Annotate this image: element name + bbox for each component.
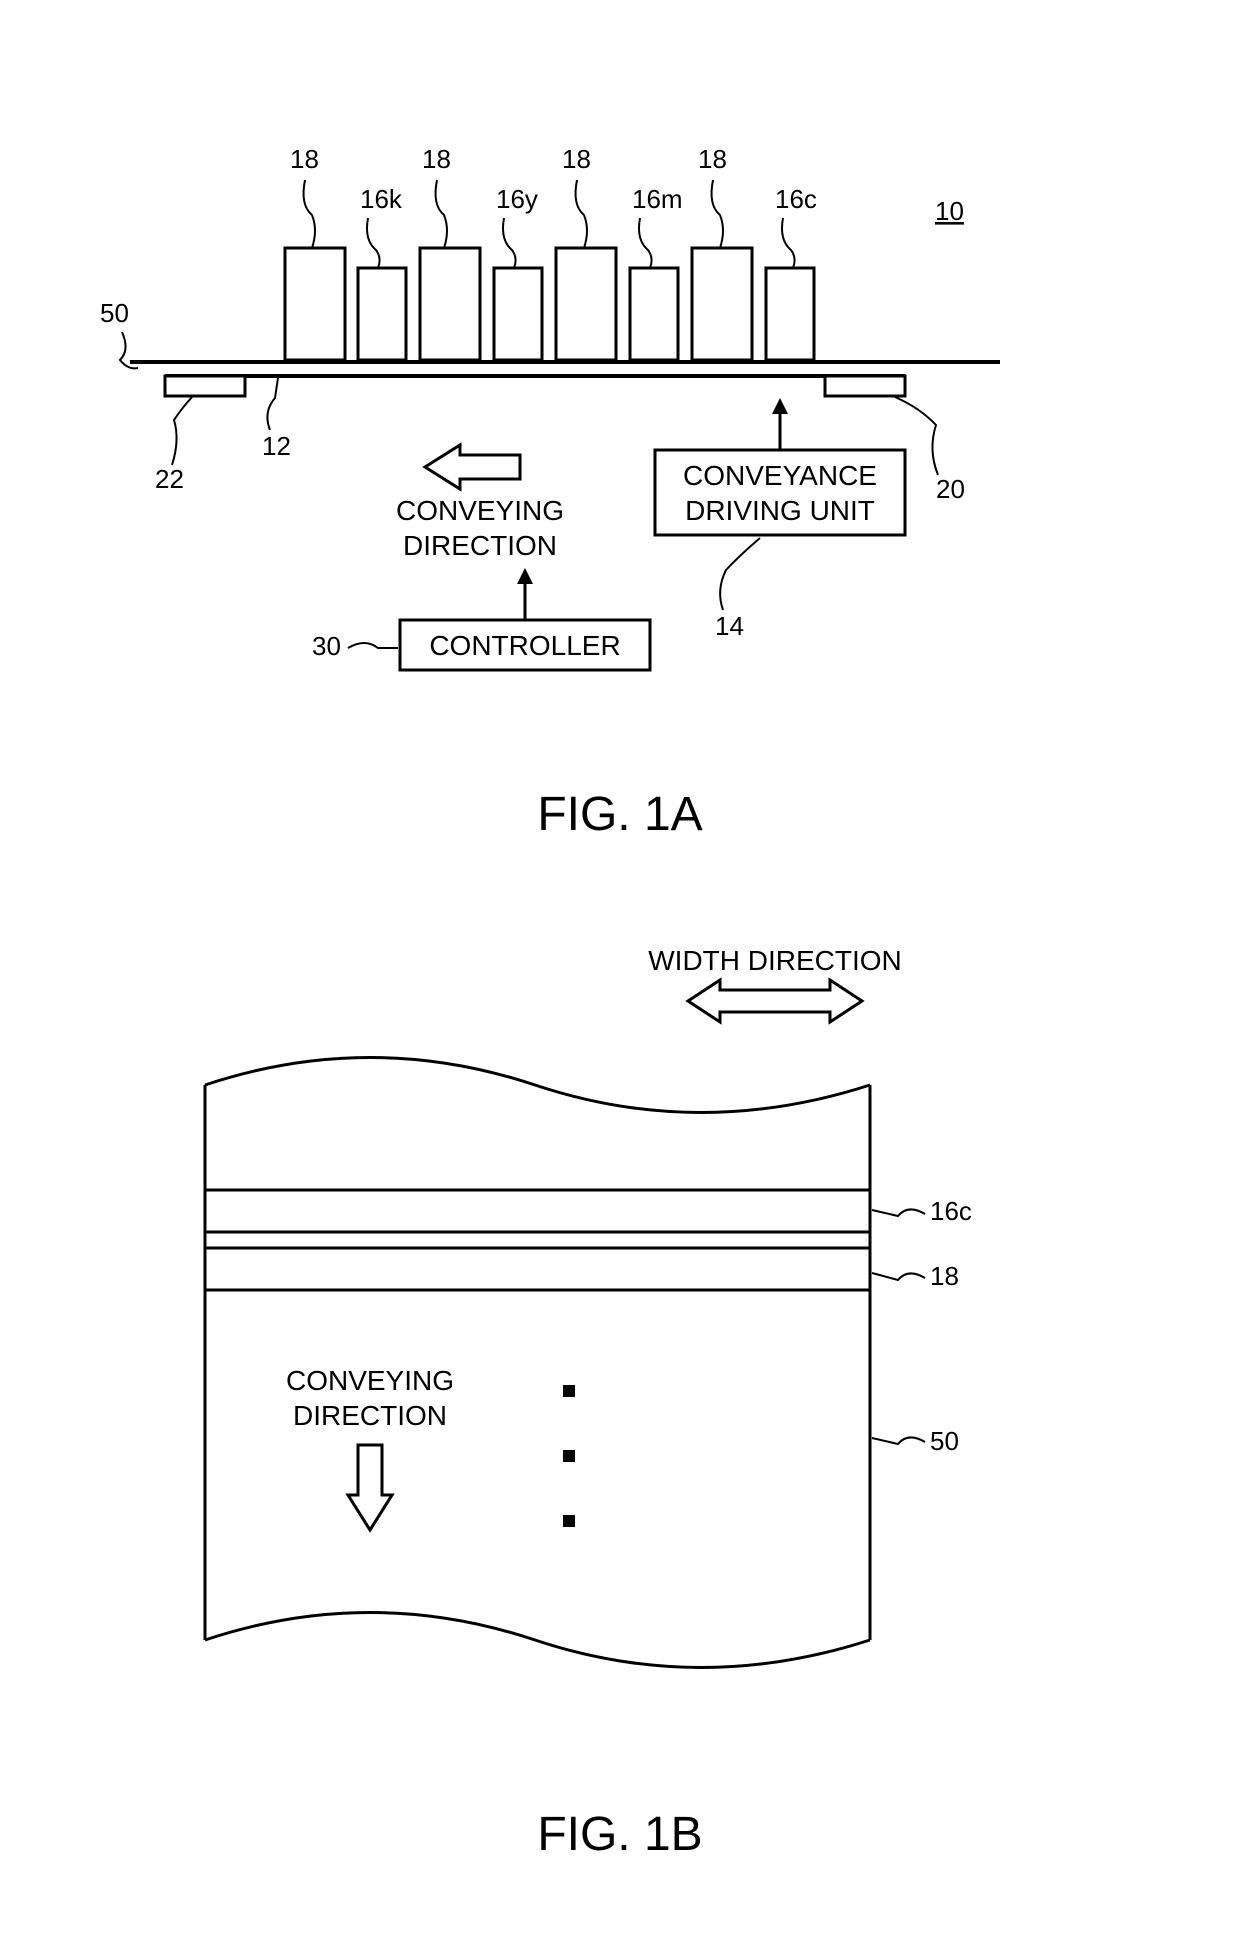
arrow-head-down [348, 1495, 392, 1530]
leader [172, 397, 192, 465]
leader [872, 1209, 925, 1216]
ref-50: 50 [100, 298, 129, 328]
ref-16k: 16k [360, 184, 403, 214]
arrow-head-left [688, 980, 720, 1022]
ref-22: 22 [155, 464, 184, 494]
conveying-label2: DIRECTION [403, 530, 557, 561]
ref-18: 18 [698, 144, 727, 174]
leader [267, 378, 278, 430]
leader [782, 218, 795, 268]
leader [348, 643, 398, 648]
rail-upper [205, 1190, 870, 1232]
leader [436, 180, 447, 248]
head-box [420, 248, 480, 360]
arrow-body [455, 455, 520, 479]
ref-10: 10 [935, 196, 964, 226]
ref-12: 12 [262, 431, 291, 461]
conveying-label2: DIRECTION [293, 1400, 447, 1431]
arrow-head [517, 568, 533, 584]
leader [712, 180, 723, 248]
arrow-body [715, 990, 835, 1012]
head-box [692, 248, 752, 360]
ref-16c: 16c [930, 1196, 972, 1226]
roller-left [165, 376, 245, 396]
ref-16y: 16y [496, 184, 538, 214]
leader [503, 218, 516, 268]
ref-18: 18 [422, 144, 451, 174]
fig-1a-title: FIG. 1A [537, 788, 702, 841]
arrow-head [772, 398, 788, 414]
dot [563, 1385, 575, 1397]
dot [563, 1515, 575, 1527]
head-box [556, 248, 616, 360]
roller-right [825, 376, 905, 396]
ref-20: 20 [936, 474, 965, 504]
ref-14: 14 [715, 611, 744, 641]
ref-16m: 16m [632, 184, 683, 214]
leader [576, 180, 587, 248]
controller-label: CONTROLLER [429, 630, 620, 661]
width-direction-label: WIDTH DIRECTION [648, 945, 902, 976]
arrow-body [358, 1445, 382, 1500]
conveying-label1: CONVEYING [396, 495, 564, 526]
leader [720, 538, 760, 610]
ref-16c: 16c [775, 184, 817, 214]
ref-30: 30 [312, 631, 341, 661]
arrow-head-left [425, 445, 460, 489]
sensor-box [358, 268, 406, 360]
ref-18: 18 [930, 1261, 959, 1291]
leader [304, 180, 315, 248]
rail-lower [205, 1248, 870, 1290]
sensor-box [766, 268, 814, 360]
sensor-box [494, 268, 542, 360]
leader [639, 218, 652, 268]
figure-1a: CONVEYANCE DRIVING UNIT CONVEYING DIRECT… [0, 0, 1240, 890]
sensor-box [630, 268, 678, 360]
leader [872, 1437, 925, 1444]
wavy-bottom [205, 1613, 870, 1668]
ref-50: 50 [930, 1426, 959, 1456]
leader [872, 1273, 925, 1280]
ref-18: 18 [290, 144, 319, 174]
head-box [285, 248, 345, 360]
dot [563, 1450, 575, 1462]
wavy-top [205, 1058, 870, 1113]
leader [367, 218, 380, 268]
driving-unit-label1: CONVEYANCE [683, 460, 877, 491]
driving-unit-label2: DRIVING UNIT [685, 495, 875, 526]
ref-18: 18 [562, 144, 591, 174]
fig-1b-title: FIG. 1B [537, 1808, 702, 1861]
figure-1b: WIDTH DIRECTION CONVEYING DIRECTION 16c … [0, 890, 1240, 1937]
arrow-head-right [830, 980, 862, 1022]
conveying-label1: CONVEYING [286, 1365, 454, 1396]
